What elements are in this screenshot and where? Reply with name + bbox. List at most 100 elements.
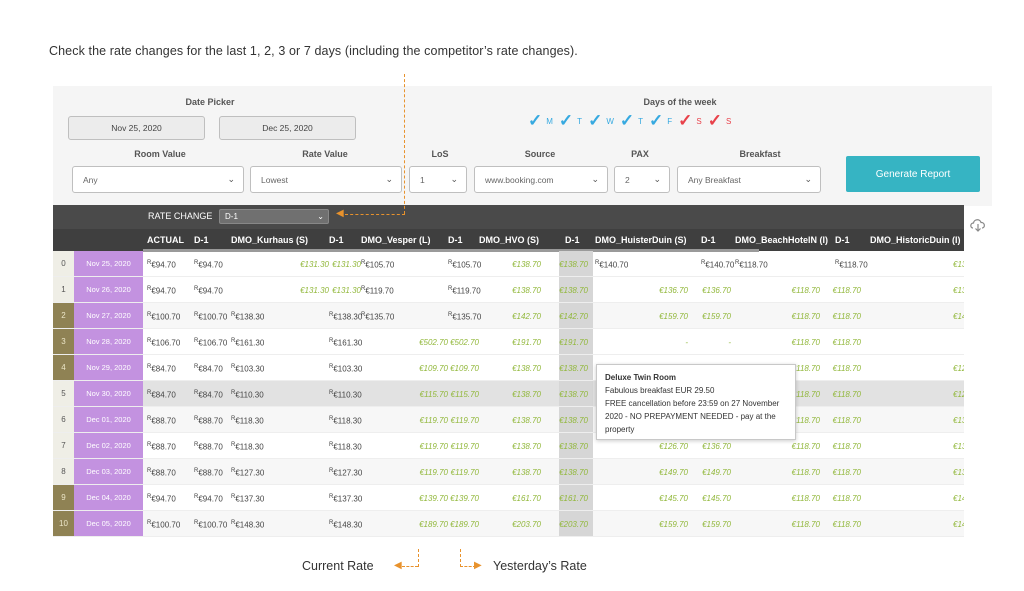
rate-value: €118.70	[832, 390, 861, 399]
rate-value: €138.70	[559, 364, 588, 373]
annotation-line	[418, 549, 419, 567]
table-row[interactable]: 3 Nov 28, 2020 R€106.70 R€106.70 R€161.30 R€1…	[53, 329, 964, 355]
date-to-field[interactable]: Dec 25, 2020	[219, 116, 356, 140]
column-header[interactable]: D-1	[701, 235, 716, 245]
day-checkbox[interactable]: ✓ S	[678, 112, 702, 129]
rate-change-header: RATE CHANGE D-1 ⌄	[53, 205, 964, 229]
los-select[interactable]: 1 ⌄	[409, 166, 467, 193]
tooltip-line: property	[605, 425, 635, 434]
day-checkbox[interactable]: ✓ M	[528, 112, 553, 129]
rate-cell: €139.70	[953, 286, 964, 295]
column-header[interactable]: D-1	[448, 235, 463, 245]
day-checkbox[interactable]: ✓ T	[620, 112, 643, 129]
day-checkbox[interactable]: ✓ S	[707, 111, 732, 130]
column-header[interactable]: D-1	[565, 235, 580, 245]
generate-report-button[interactable]: Generate Report	[846, 156, 980, 192]
rate-cell: €118.70	[833, 442, 861, 451]
rate-marker: R	[231, 520, 236, 526]
date-from-field[interactable]: Nov 25, 2020	[68, 116, 205, 140]
row-index: 6	[53, 407, 74, 432]
table-row[interactable]: 6 Dec 01, 2020 R€88.70 R€88.70 R€118.30 R€118…	[53, 407, 964, 433]
rate-change-select[interactable]: D-1 ⌄	[219, 209, 329, 224]
column-header[interactable]: DMO_Vesper (L)	[361, 235, 431, 245]
highlighted-column-cell	[559, 459, 593, 484]
checkmark-icon: ✓	[707, 111, 722, 130]
highlighted-column-cell	[559, 329, 593, 354]
rate-cell: R€110.30	[329, 390, 362, 400]
breakfast-select[interactable]: Any Breakfast ⌄	[677, 166, 821, 193]
rate-value-select[interactable]: Lowest ⌄	[250, 166, 402, 193]
day-checkbox[interactable]: ✓ F	[649, 112, 672, 129]
rate-cell: €191.70	[512, 338, 541, 347]
rate-cell: €118.70	[833, 286, 861, 295]
room-value-select[interactable]: Any ⌄	[72, 166, 244, 193]
rate-cell: R€140.70	[701, 260, 734, 270]
table-row[interactable]: 2 Nov 27, 2020 R€100.70 R€100.70 R€138.30 R€1…	[53, 303, 964, 329]
rate-value: €161.70	[559, 494, 588, 503]
column-header[interactable]: D-1	[835, 235, 850, 245]
column-header[interactable]: DMO_HVO (S)	[479, 235, 540, 245]
rate-marker: R	[448, 286, 453, 292]
column-header[interactable]: DMO_HuisterDuin (S)	[595, 235, 687, 245]
column-header[interactable]: DMO_Kurhaus (S)	[231, 235, 309, 245]
rate-value: €118.70	[832, 364, 861, 373]
rate-cell: R€94.70	[194, 494, 223, 504]
rate-cell: R€94.70	[147, 494, 176, 504]
rate-marker: R	[194, 286, 199, 292]
rate-value: €118.30	[235, 442, 264, 452]
row-date: Nov 29, 2020	[74, 355, 143, 380]
rate-cell: €118.70	[833, 364, 861, 373]
rate-value: €135.70	[365, 312, 395, 322]
rate-value: €118.70	[832, 312, 861, 321]
rate-cell: €138.70	[512, 390, 541, 399]
row-index: 7	[53, 433, 74, 458]
rate-cell: €119.70	[420, 442, 448, 451]
horizontal-scrollbar[interactable]	[143, 249, 759, 252]
day-checkbox[interactable]: ✓ T	[559, 112, 582, 129]
rate-value-text: Lowest	[261, 174, 288, 185]
column-header[interactable]: DMO_HistoricDuin (I)	[870, 235, 961, 245]
rate-marker: R	[231, 338, 236, 344]
rate-value: €115.70	[450, 390, 479, 399]
rate-cell: R€118.30	[329, 442, 362, 452]
table-row[interactable]: 7 Dec 02, 2020 R€88.70 R€88.70 R€118.30 R€118…	[53, 433, 964, 459]
day-checkbox[interactable]: ✓ W	[588, 112, 614, 129]
annotation-line	[402, 566, 418, 567]
row-date: Nov 28, 2020	[74, 329, 143, 354]
rate-cell: €109.70	[450, 364, 479, 373]
table-row[interactable]: 4 Nov 29, 2020 R€84.70 R€84.70 R€103.30 R€103…	[53, 355, 964, 381]
table-row[interactable]: 1 Nov 26, 2020 R€94.70 R€94.70 €131.30 €131.3…	[53, 277, 964, 303]
table-row[interactable]: 5 Nov 30, 2020 R€84.70 R€84.70 R€110.30 R€110…	[53, 381, 964, 407]
table-row[interactable]: 9 Dec 04, 2020 R€94.70 R€94.70 R€137.30 R€137…	[53, 485, 964, 511]
source-select[interactable]: www.booking.com ⌄	[474, 166, 608, 193]
rate-cell: €119.70	[420, 468, 448, 477]
rate-marker: R	[231, 364, 236, 370]
rate-value: €88.70	[151, 468, 176, 478]
rate-cell: €118.70	[833, 390, 861, 399]
table-row[interactable]: 0 Nov 25, 2020 R€94.70 R€94.70 €131.30 €131.3…	[53, 251, 964, 277]
rate-value: €119.70	[450, 468, 479, 477]
rate-cell: €189.70	[450, 520, 479, 529]
table-row[interactable]: 8 Dec 03, 2020 R€88.70 R€88.70 R€127.30 R€127…	[53, 459, 964, 485]
rate-marker: R	[701, 260, 706, 266]
column-header[interactable]: ACTUAL	[147, 235, 184, 245]
cloud-download-icon[interactable]	[968, 214, 988, 234]
rate-table: RATE CHANGE D-1 ⌄ ACTUAL D-1 DMO_Kurhaus (…	[53, 205, 964, 537]
rate-value: €136.70	[659, 286, 688, 295]
breakfast-text: Any Breakfast	[688, 174, 741, 185]
column-header[interactable]: D-1	[194, 235, 209, 245]
rate-marker: R	[147, 260, 152, 266]
column-header[interactable]: D-1	[329, 235, 344, 245]
rate-value: €137.30	[333, 494, 363, 504]
rate-cell: R€127.30	[329, 468, 362, 478]
rate-cell: R€100.70	[147, 312, 180, 322]
rate-value: €149.70	[953, 520, 964, 529]
chevron-down-icon: ⌄	[385, 174, 393, 184]
rate-value: €139.70	[953, 286, 964, 295]
column-header[interactable]: DMO_BeachHotelN (I)	[735, 235, 829, 245]
rate-cell: R€135.70	[361, 312, 394, 322]
rate-cell: €138.70	[559, 286, 588, 295]
rate-value: €118.70	[832, 286, 861, 295]
table-row[interactable]: 10 Dec 05, 2020 R€100.70 R€100.70 R€148.30 R€…	[53, 511, 964, 537]
pax-select[interactable]: 2 ⌄	[614, 166, 670, 193]
